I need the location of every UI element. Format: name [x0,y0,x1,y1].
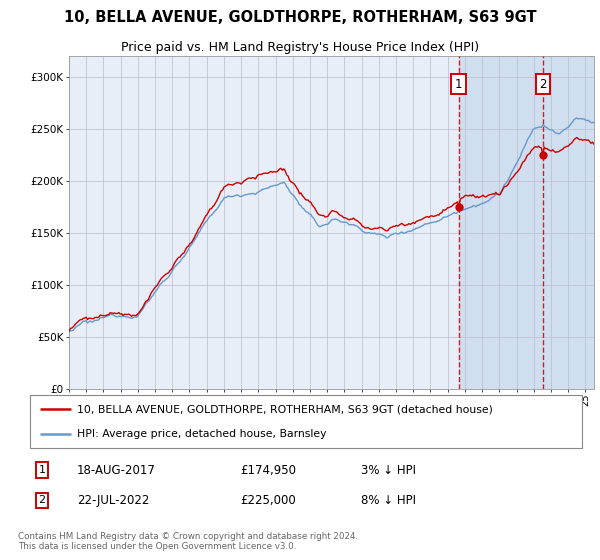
Text: Contains HM Land Registry data © Crown copyright and database right 2024.
This d: Contains HM Land Registry data © Crown c… [18,532,358,552]
Text: 10, BELLA AVENUE, GOLDTHORPE, ROTHERHAM, S63 9GT: 10, BELLA AVENUE, GOLDTHORPE, ROTHERHAM,… [64,11,536,25]
Text: 2: 2 [38,496,46,506]
Text: £174,950: £174,950 [240,464,296,477]
Text: 2: 2 [539,78,547,91]
Text: £225,000: £225,000 [240,494,296,507]
Text: HPI: Average price, detached house, Barnsley: HPI: Average price, detached house, Barn… [77,428,326,438]
Text: Price paid vs. HM Land Registry's House Price Index (HPI): Price paid vs. HM Land Registry's House … [121,41,479,54]
Text: 3% ↓ HPI: 3% ↓ HPI [361,464,416,477]
FancyBboxPatch shape [30,395,582,448]
Text: 8% ↓ HPI: 8% ↓ HPI [361,494,416,507]
Text: 18-AUG-2017: 18-AUG-2017 [77,464,156,477]
Bar [458,56,594,389]
Text: 1: 1 [38,465,46,475]
Text: 10, BELLA AVENUE, GOLDTHORPE, ROTHERHAM, S63 9GT (detached house): 10, BELLA AVENUE, GOLDTHORPE, ROTHERHAM,… [77,404,493,414]
Text: 22-JUL-2022: 22-JUL-2022 [77,494,149,507]
Text: 1: 1 [455,78,462,91]
